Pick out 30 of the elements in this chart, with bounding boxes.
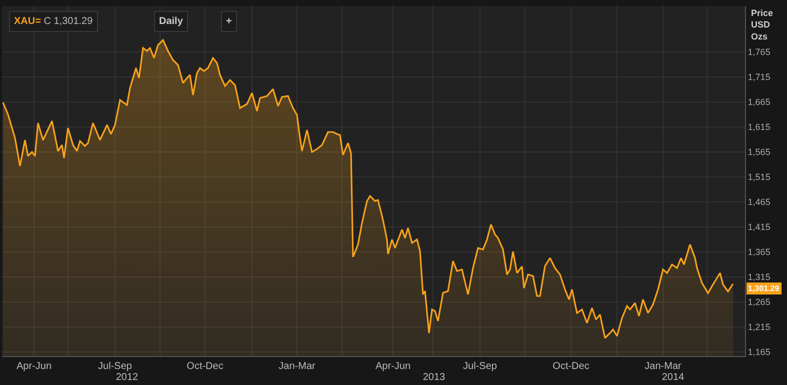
- annotation: +: [226, 16, 232, 27]
- x-tick-label: Apr-Jun: [375, 361, 411, 372]
- y-tick-label: 1,715: [748, 72, 770, 82]
- x-tick-label: Oct-Dec: [552, 361, 590, 372]
- x2-tick-label: 2012: [116, 372, 139, 383]
- x2-tick-label: 2013: [422, 372, 446, 383]
- y-tick-label: 1,365: [748, 247, 770, 258]
- annotation: 1,301.29: [748, 284, 780, 293]
- y-tick-label: 1,415: [748, 222, 770, 232]
- y-tick-label: 1,515: [748, 172, 770, 182]
- x-tick-label: Apr-Jun: [16, 361, 52, 372]
- y-tick-label: 1,465: [748, 197, 770, 208]
- x-tick-label: Oct-Dec: [186, 361, 224, 372]
- y-tick-label: 1,165: [748, 347, 770, 358]
- y-tick-label: 1,615: [748, 122, 770, 132]
- annotation: Daily: [159, 16, 184, 27]
- y-tick-label: 1,215: [748, 322, 770, 332]
- y-tick-label: 1,565: [748, 147, 770, 158]
- text: C 1,301.29: [44, 16, 94, 27]
- y-axis-title: Price USD Ozs: [751, 8, 774, 42]
- y-tick-label: 1,315: [748, 272, 770, 282]
- x-tick-label: Jan-Mar: [278, 361, 316, 372]
- x-tick-label: Jul-Sep: [98, 361, 132, 372]
- x-tick-label: Jan-Mar: [644, 361, 682, 372]
- x2-tick-label: 2014: [662, 372, 685, 383]
- y-tick-label: 1,765: [748, 47, 770, 58]
- x-tick-label: Jul-Sep: [463, 361, 498, 372]
- text: XAU=: [14, 16, 42, 27]
- y-tick-label: 1,665: [748, 97, 770, 108]
- y-tick-label: 1,265: [748, 297, 770, 308]
